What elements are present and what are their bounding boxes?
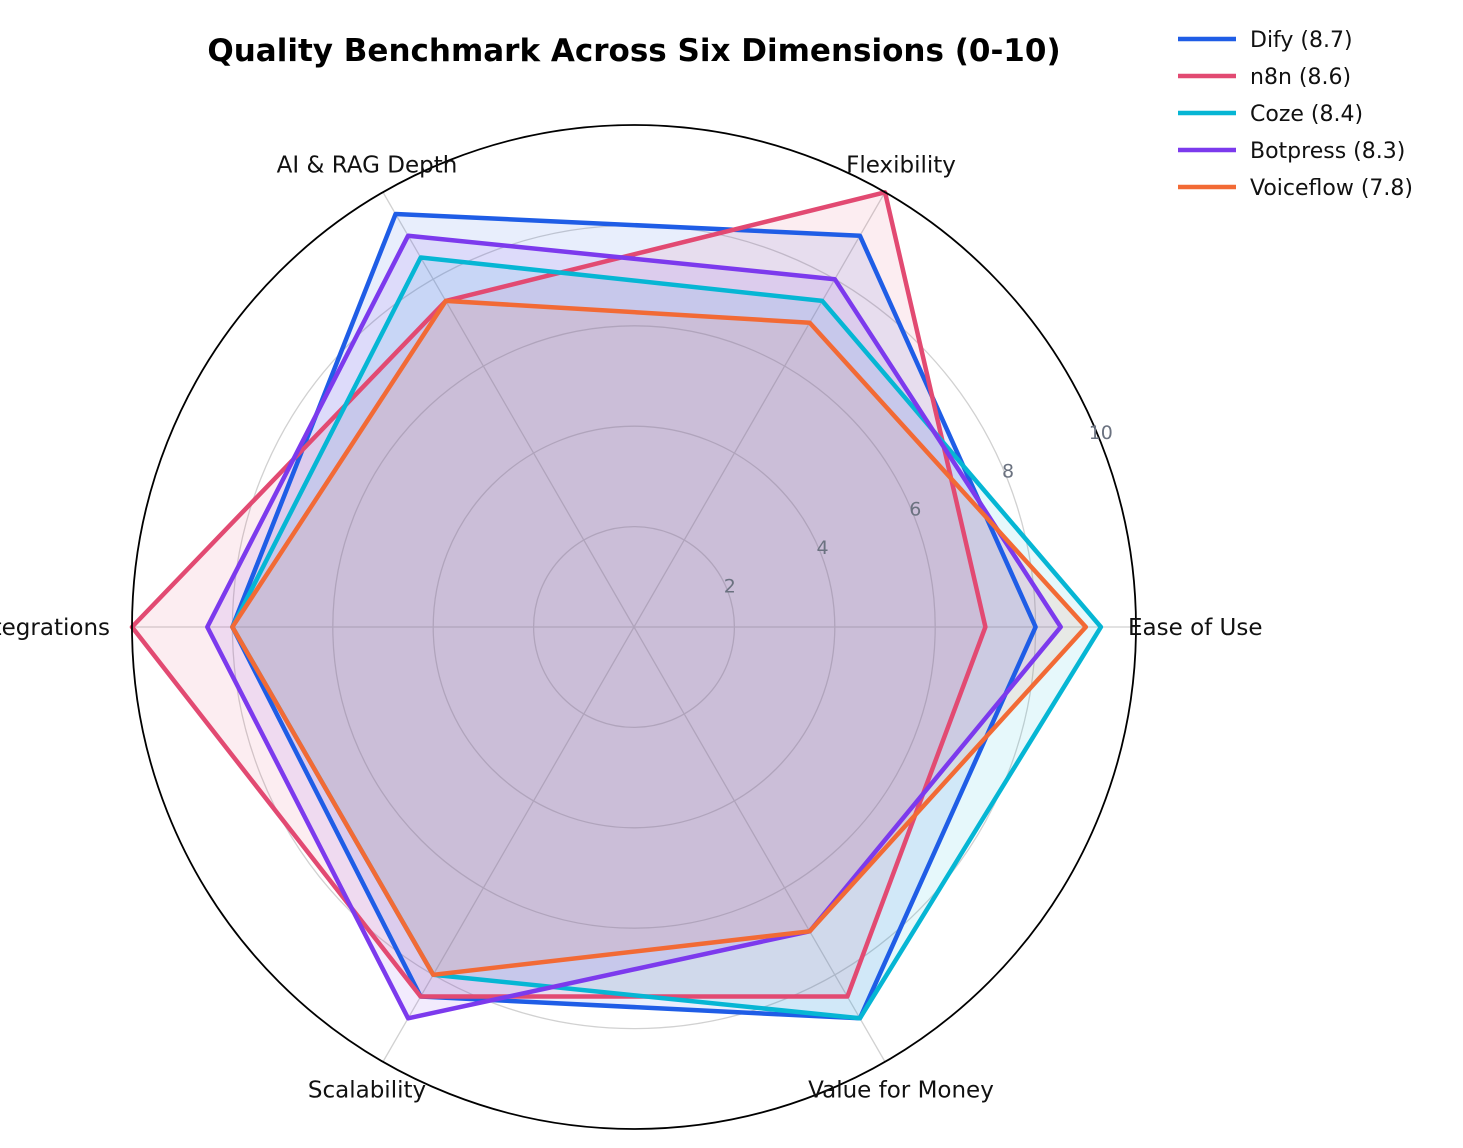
spoke-line [633, 626, 886, 1063]
tick-label: 6 [909, 499, 921, 521]
tick-label: 8 [1002, 460, 1014, 482]
series-line-4 [230, 298, 1089, 978]
tick-label: 2 [724, 576, 736, 598]
series-fill-3 [207, 235, 1061, 1019]
axis-label: Scalability [308, 1077, 426, 1103]
chart-title: Quality Benchmark Across Six Dimensions … [207, 33, 1060, 69]
axis-label: Ease of Use [1128, 615, 1263, 641]
legend: Dify (8.7) n8n (8.6) Coze (8.4) Botpress (8… [1178, 28, 1413, 201]
legend-label: Coze (8.4) [1250, 102, 1363, 127]
series-fill-0 [232, 214, 1036, 1019]
spoke-line [382, 626, 635, 1063]
outer-frame-circle [131, 124, 1137, 1130]
spoke-line [633, 191, 886, 628]
axis-label: AI & RAG Depth [277, 153, 458, 179]
series-fill-4 [232, 300, 1086, 975]
legend-label: n8n (8.6) [1250, 65, 1351, 90]
radial-tick-labels: 2 4 6 8 10 [724, 422, 1113, 598]
legend-label: Voiceflow (7.8) [1250, 176, 1413, 201]
axis-label: Integrations [0, 615, 110, 641]
legend-label: Botpress (8.3) [1250, 139, 1405, 164]
axis-label: Flexibility [846, 153, 956, 179]
axis-labels: Ease of Use Flexibility AI & RAG Depth Inte… [0, 153, 1263, 1104]
tick-label: 10 [1089, 422, 1113, 444]
series-fill-2 [232, 257, 1101, 1019]
series-lines [129, 124, 1137, 1130]
series-fill-1 [132, 192, 986, 997]
spoke-line [382, 191, 635, 628]
axis-label: Value for Money [808, 1077, 994, 1103]
tick-label: 4 [816, 537, 828, 559]
series-fills [132, 192, 1101, 1019]
legend-label: Dify (8.7) [1250, 28, 1353, 53]
